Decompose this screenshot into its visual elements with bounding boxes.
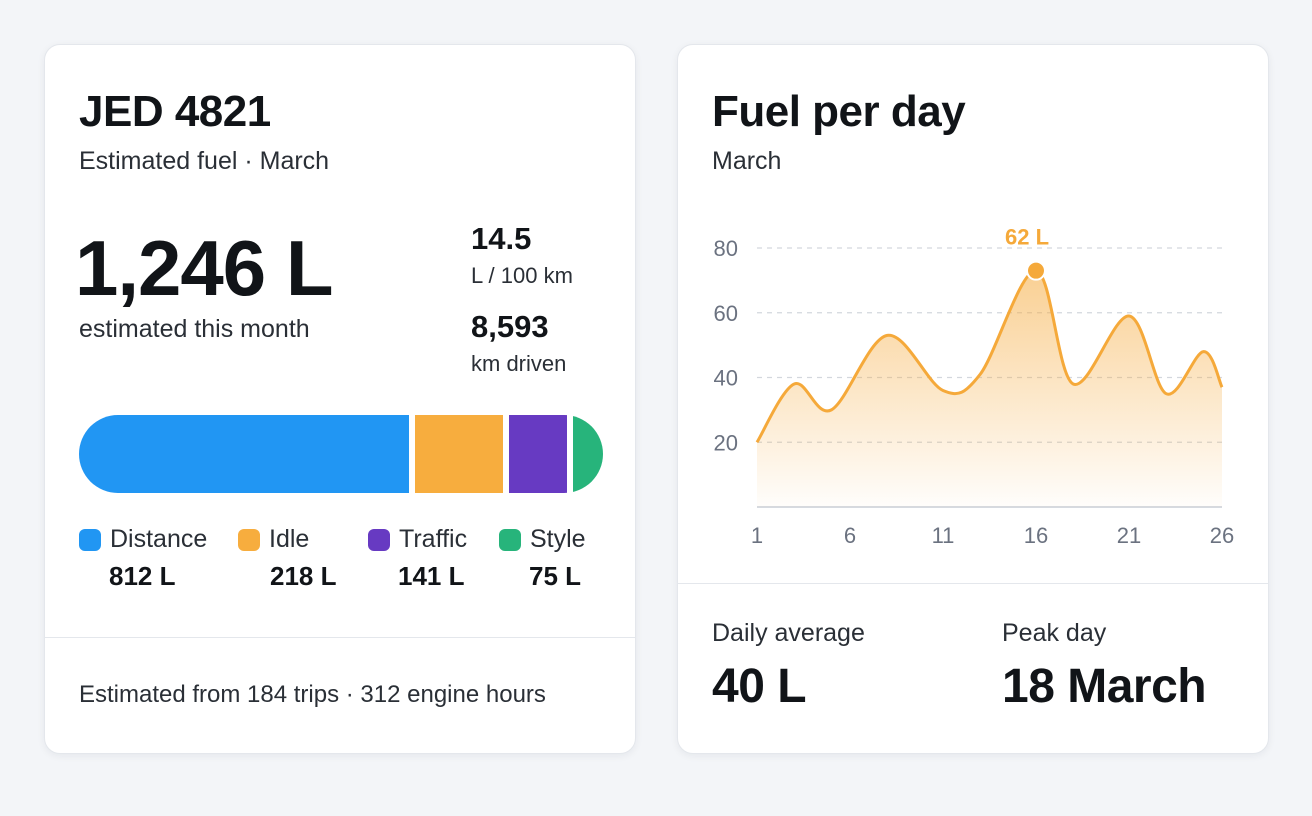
idle-swatch [238, 528, 260, 551]
x-tick-label: 11 [932, 523, 955, 548]
vehicle-subtitle: Estimated fuel · March [79, 147, 330, 175]
bar-segment-style [572, 415, 603, 493]
legend-value: 218 L [270, 561, 337, 591]
x-tick-label: 16 [1024, 523, 1048, 548]
traffic-swatch [368, 528, 390, 551]
distance-caption: km driven [471, 351, 567, 376]
efficiency-caption: L / 100 km [471, 263, 573, 288]
y-tick-label: 60 [714, 301, 738, 326]
legend-label: Distance [110, 525, 208, 553]
card-footer: Estimated from 184 trips · 312 engine ho… [79, 681, 546, 708]
x-tick-label: 1 [751, 523, 763, 548]
bar-segment-traffic [509, 415, 567, 493]
daily-average-label: Daily average [712, 619, 865, 647]
y-tick-label: 40 [714, 366, 738, 391]
x-tick-label: 6 [844, 523, 856, 548]
legend-value: 141 L [398, 561, 465, 591]
x-tick-label: 21 [1117, 523, 1141, 548]
distance-value: 8,593 [471, 309, 549, 344]
fuel-breakdown-bar [79, 415, 603, 493]
chart-title: Fuel per day [712, 87, 966, 136]
legend-label: Idle [269, 525, 310, 553]
legend-label: Style [530, 525, 586, 553]
efficiency-value: 14.5 [471, 221, 532, 256]
distance-swatch [79, 528, 101, 551]
legend-label: Traffic [399, 525, 468, 553]
fuel-per-day-card: Fuel per day March 20 40 60 80 1 6 11 16 21 26 62… [677, 44, 1269, 754]
series-line [755, 269, 1224, 444]
chart-subtitle: March [712, 147, 782, 175]
bar-segment-distance [79, 415, 409, 493]
daily-average-value: 40 L [712, 660, 807, 713]
legend-value: 812 L [109, 561, 176, 591]
peak-point [1026, 260, 1046, 281]
peak-day-value: 18 March [1002, 660, 1207, 713]
total-fuel-caption: estimated this month [79, 315, 310, 343]
divider [678, 583, 1268, 584]
legend-style: Style 75 L [499, 525, 586, 591]
vehicle-title: JED 4821 [79, 87, 271, 136]
peak-label: 62 L [1005, 225, 1049, 250]
divider [45, 637, 635, 638]
legend-idle: Idle 218 L [238, 525, 337, 591]
legend-distance: Distance 812 L [79, 525, 208, 591]
x-tick-label: 26 [1210, 523, 1234, 548]
legend-value: 75 L [529, 561, 582, 591]
style-swatch [499, 528, 521, 551]
area-fill [757, 270, 1222, 507]
y-tick-label: 80 [714, 236, 738, 261]
bar-segment-idle [414, 415, 504, 493]
fuel-summary-card: JED 4821 Estimated fuel · March 1,246 L … [44, 44, 636, 754]
y-tick-label: 20 [714, 430, 738, 455]
total-fuel-value: 1,246 L [75, 224, 334, 312]
legend-traffic: Traffic 141 L [368, 525, 468, 591]
peak-day-label: Peak day [1002, 619, 1107, 647]
